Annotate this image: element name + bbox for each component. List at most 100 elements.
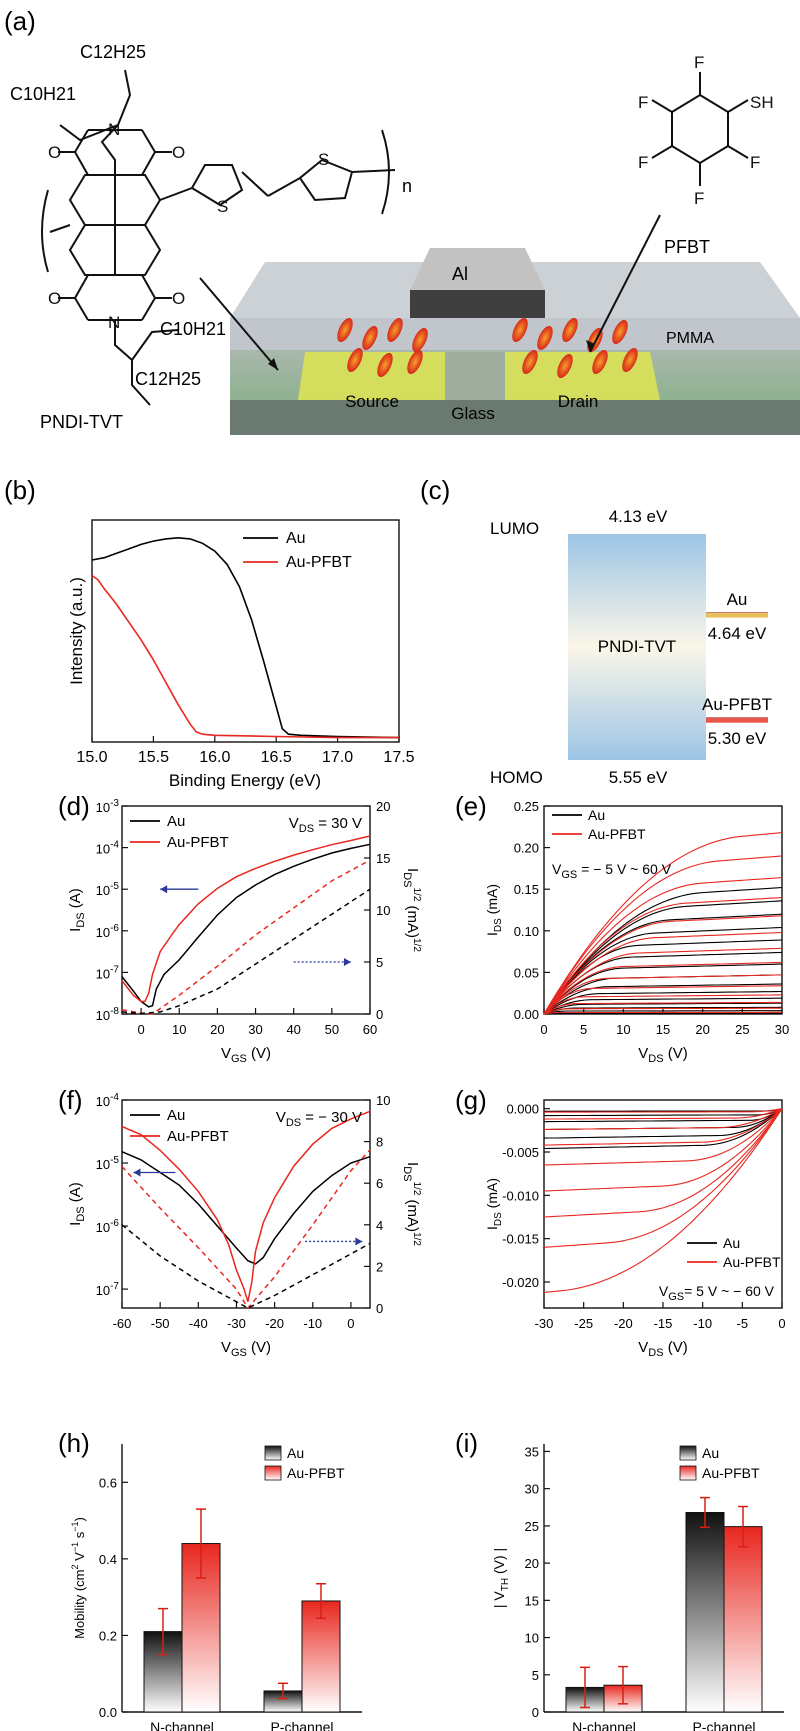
y-tick-label: 35 — [525, 1444, 539, 1459]
legend-label: Au-PFBT — [588, 826, 646, 842]
y-axis-label: Mobility (cm2 V−1 s−1) — [70, 1517, 87, 1639]
x-tick-label: -10 — [303, 1316, 322, 1331]
semiconductor-label: PNDI-TVT — [598, 637, 676, 656]
y-tick-label: 0.0 — [99, 1705, 117, 1720]
molecule-name: PNDI-TVT — [40, 412, 123, 432]
output-curve-au-pfbt — [544, 1108, 783, 1113]
category-label: P-channel — [270, 1719, 333, 1731]
panel-label-h: (h) — [58, 1428, 90, 1458]
arrow-to-electrode — [589, 214, 661, 353]
svg-text:F: F — [638, 93, 648, 112]
y-tick-label: 10-5 — [96, 1155, 120, 1172]
x-tick-label: 0 — [347, 1316, 354, 1331]
y-tick-label: 15 — [525, 1593, 539, 1608]
y-tick-label: 10-3 — [96, 798, 120, 815]
y-tick-label: 0.05 — [514, 965, 539, 980]
y-axis-label: IDS (mA) — [484, 884, 504, 936]
output-curve-au — [543, 963, 783, 1015]
y2-tick-label: 10 — [376, 903, 390, 918]
homo-label: HOMO — [490, 768, 543, 787]
output-curve-au-pfbt — [543, 1011, 782, 1015]
y-tick-label: 0.4 — [99, 1552, 117, 1567]
chart-e: 0 5 10 15 20 25 30 0.00 0.05 0.10 0.15 0.20 0.25 Au Au… — [484, 799, 789, 1065]
legend-label: Au-PFBT — [287, 1465, 345, 1481]
output-curve-au — [543, 1108, 783, 1139]
x-axis-label: VDS (V) — [638, 1339, 687, 1359]
chart-f: -60 -50 -40 -30 -20 -10 0 10-7 10-6 10-5 10-4 0 2 4 6 8… — [67, 1092, 422, 1359]
y-tick-label: 10 — [525, 1631, 539, 1646]
output-curve-au-pfbt — [543, 1108, 783, 1293]
series-line-0 — [121, 1151, 371, 1265]
output-curve-au-pfbt — [543, 961, 783, 1015]
y-tick-label: 0 — [532, 1705, 539, 1720]
x-tick-label: -25 — [574, 1316, 593, 1331]
panel-label-e: (e) — [455, 791, 487, 821]
label-source: Source — [345, 392, 399, 411]
output-curve-au — [543, 997, 782, 1015]
x-tick-label: 10 — [616, 1022, 630, 1037]
y-tick-label: 10-6 — [96, 923, 120, 940]
legend-label: Au-PFBT — [167, 1128, 229, 1145]
y2-tick-label: 2 — [376, 1259, 383, 1274]
output-curve-au — [543, 913, 783, 1015]
series-line-0 — [121, 843, 371, 1008]
pndi-tvt-atom-labels: O O O O N N S S — [48, 120, 329, 332]
category-label: N-channel — [150, 1719, 214, 1731]
x-tick-label: -5 — [737, 1316, 749, 1331]
output-curve-au-pfbt — [543, 877, 783, 1015]
y2-tick-label: 0 — [376, 1301, 383, 1316]
y-axis-label: Intensity (a.u.) — [67, 577, 86, 685]
x-tick-label: -30 — [535, 1316, 554, 1331]
x-axis-label: VGS (V) — [221, 1339, 271, 1359]
side-chain-top-1: C12H25 — [80, 42, 146, 62]
arrow-head — [355, 1237, 363, 1246]
x-tick-label: 0 — [540, 1022, 547, 1037]
y-tick-label: -0.005 — [502, 1145, 539, 1160]
legend-label: Au-PFBT — [286, 554, 352, 571]
y-tick-label: 10-7 — [96, 1281, 120, 1298]
output-curve-au-pfbt — [543, 947, 783, 1015]
output-curve-au-pfbt — [543, 974, 783, 1015]
y-tick-label: -0.020 — [502, 1275, 539, 1290]
output-curve-au — [543, 983, 783, 1015]
output-curve-au-pfbt — [543, 1108, 783, 1131]
output-curve-au-pfbt — [543, 1108, 783, 1192]
output-curve-au-pfbt — [543, 1108, 783, 1146]
y-tick-label: 0.00 — [514, 1007, 539, 1022]
side-chain-bottom-1: C10H21 — [160, 319, 226, 339]
x-axis-label: VDS (V) — [638, 1045, 687, 1065]
output-curve-au-pfbt — [543, 855, 783, 1015]
x-tick-label: -20 — [614, 1316, 633, 1331]
x-tick-label: 30 — [248, 1022, 262, 1037]
y-tick-label: 30 — [525, 1482, 539, 1497]
bar-au — [685, 1511, 725, 1713]
x-tick-label: -10 — [693, 1316, 712, 1331]
output-curve-au-pfbt — [543, 1108, 783, 1166]
panel-label-d: (d) — [58, 791, 90, 821]
level-bar-1 — [706, 717, 768, 723]
label-pmma: PMMA — [666, 330, 714, 347]
arrow-head — [133, 1168, 141, 1177]
chart-i: 0 5 10 15 20 25 30 35 N-channel P-channel Au Au-PFB… — [491, 1444, 784, 1731]
output-curve-au — [543, 900, 783, 1015]
output-curve-au-pfbt — [543, 1108, 783, 1218]
x-tick-label: -15 — [654, 1316, 673, 1331]
svg-text:N: N — [108, 313, 120, 332]
output-curve-au — [543, 939, 783, 1015]
y2-axis-label: IDS1/2 (mA)1/2 — [401, 868, 422, 952]
svg-text:S: S — [318, 150, 329, 169]
x-tick-label: -60 — [113, 1316, 132, 1331]
legend-swatch — [679, 1465, 697, 1481]
series-line-2 — [121, 859, 371, 1015]
output-curve-au-pfbt — [543, 985, 783, 1015]
series-line-3 — [121, 888, 371, 1015]
x-tick-label: 5 — [580, 1022, 587, 1037]
arrow-head — [160, 885, 168, 894]
output-curve-au — [543, 1108, 783, 1123]
svg-text:O: O — [48, 289, 61, 308]
panel-label-b: (b) — [4, 475, 36, 505]
x-tick-label: -40 — [189, 1316, 208, 1331]
y-tick-label: 5 — [532, 1668, 539, 1683]
series-line-3 — [121, 1224, 371, 1309]
chart-h: 0.0 0.2 0.4 0.6 N-channel P-channel Au Au-PFBT M… — [70, 1444, 362, 1731]
